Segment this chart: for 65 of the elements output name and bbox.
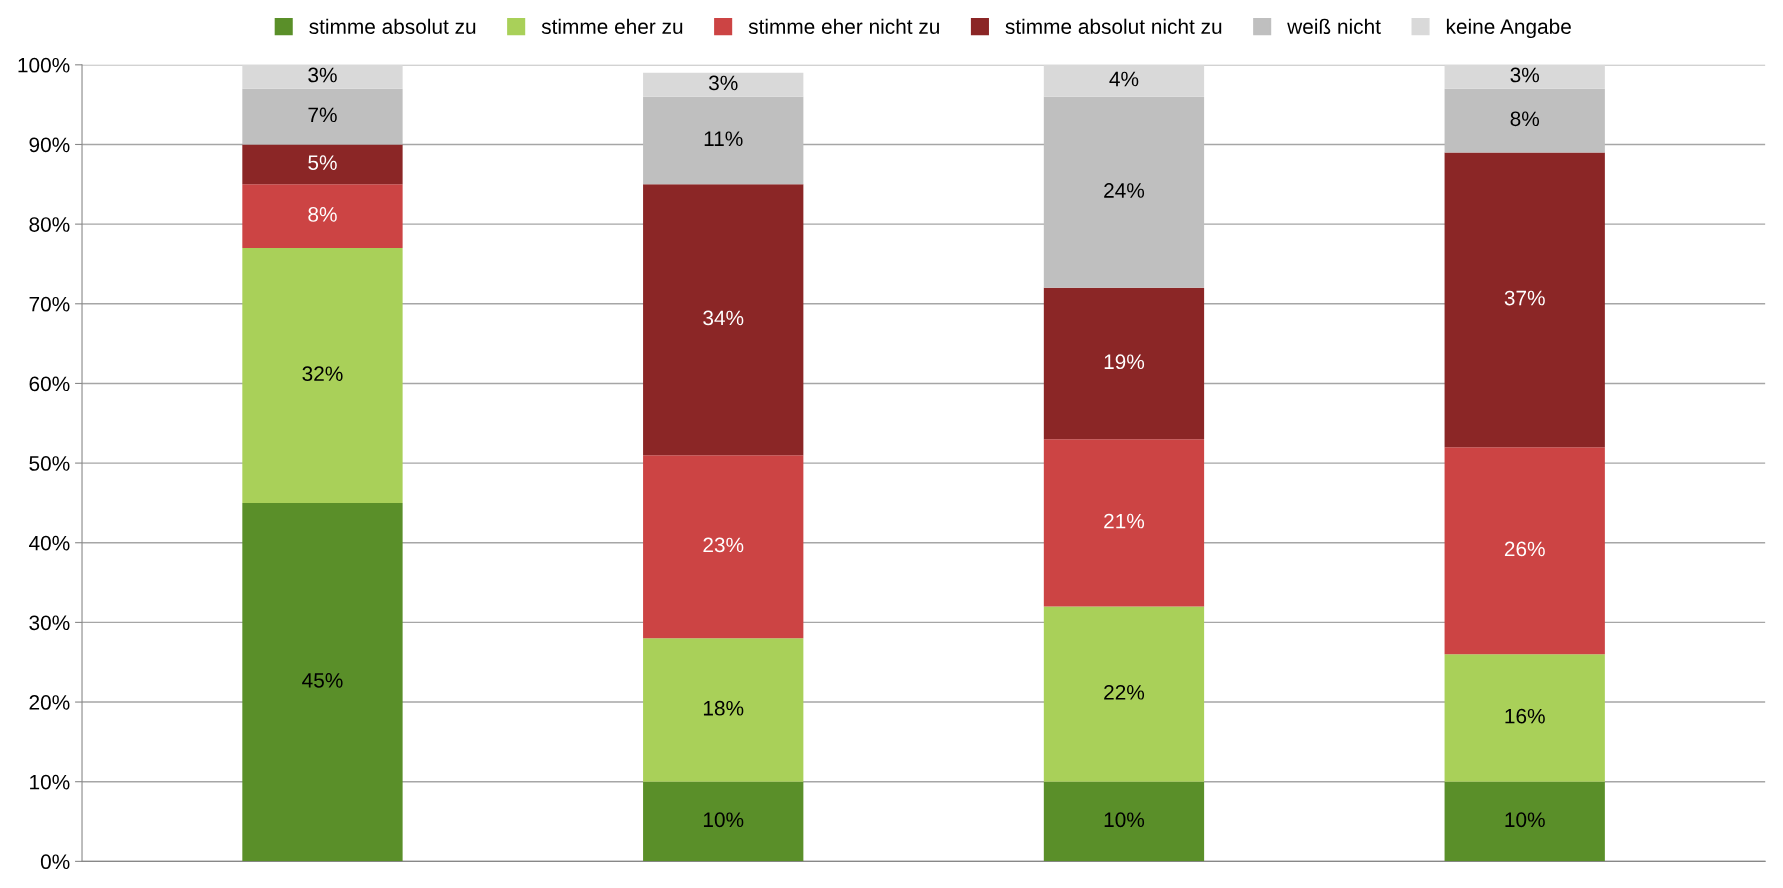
- data-label: 37%: [1504, 290, 1545, 306]
- data-label: 16%: [1505, 708, 1545, 724]
- data-label: 10%: [1104, 812, 1145, 828]
- bar: [1043, 96, 1205, 288]
- bar: [242, 502, 403, 862]
- y-tick-label: 30%: [29, 615, 70, 631]
- data-label: 34%: [703, 310, 744, 326]
- bar: [242, 184, 403, 249]
- bar: [643, 184, 804, 456]
- bar: [242, 248, 403, 503]
- bar: [643, 455, 804, 639]
- data-label: 18%: [703, 700, 744, 716]
- bar: [1444, 88, 1605, 153]
- data-label: 32%: [302, 366, 343, 382]
- data-label: 23%: [703, 537, 744, 553]
- bar: [643, 96, 804, 185]
- y-tick-label: 50%: [29, 456, 70, 471]
- data-label: 4%: [1109, 71, 1139, 87]
- data-label: 26%: [1504, 541, 1545, 557]
- y-tick-label: 0%: [40, 854, 70, 870]
- data-label: 22%: [1104, 684, 1145, 700]
- bar: [643, 72, 804, 97]
- y-tick-label: 100%: [18, 57, 70, 73]
- bar: [1444, 654, 1605, 782]
- y-tick-label: 20%: [29, 695, 70, 710]
- data-label: 3%: [308, 67, 337, 83]
- bar: [1043, 606, 1205, 782]
- bar: [242, 64, 403, 89]
- bar: [242, 144, 403, 185]
- data-label: 8%: [1510, 111, 1540, 127]
- data-label: 3%: [1510, 67, 1540, 83]
- bar: [1444, 152, 1605, 448]
- y-tick-label: 90%: [29, 137, 70, 153]
- bar: [1043, 64, 1205, 97]
- legend-label: stimme eher zu: [541, 18, 683, 34]
- data-label: 21%: [1104, 513, 1145, 529]
- data-label: 10%: [703, 812, 744, 828]
- data-label: 7%: [308, 107, 337, 123]
- legend-label: stimme absolut zu: [309, 18, 476, 34]
- data-label: 10%: [1505, 812, 1545, 828]
- data-label: 8%: [308, 207, 337, 222]
- bar: [643, 781, 804, 862]
- bar: [1444, 64, 1605, 89]
- bar: [1043, 287, 1205, 440]
- data-label: 3%: [708, 75, 738, 91]
- data-label: 24%: [1104, 183, 1145, 198]
- bar: [643, 638, 804, 782]
- data-label: 45%: [302, 673, 343, 688]
- data-label: 5%: [308, 155, 337, 170]
- y-tick-label: 60%: [29, 376, 70, 392]
- bar: [1043, 781, 1205, 862]
- legend-label: keine Angabe: [1446, 18, 1571, 39]
- legend-label: weiß nicht: [1287, 18, 1381, 34]
- y-tick-label: 80%: [29, 217, 70, 232]
- legend-label: stimme eher nicht zu: [748, 18, 939, 34]
- data-label: 11%: [704, 131, 743, 147]
- bar: [1444, 447, 1605, 655]
- bar: [1043, 439, 1205, 607]
- legend-label: stimme absolut nicht zu: [1005, 18, 1222, 34]
- y-tick-label: 70%: [29, 296, 70, 312]
- y-tick-label: 40%: [28, 535, 70, 551]
- bar: [1444, 781, 1605, 862]
- bar: [242, 88, 403, 145]
- y-tick-label: 10%: [30, 774, 70, 790]
- data-label: 19%: [1104, 354, 1145, 370]
